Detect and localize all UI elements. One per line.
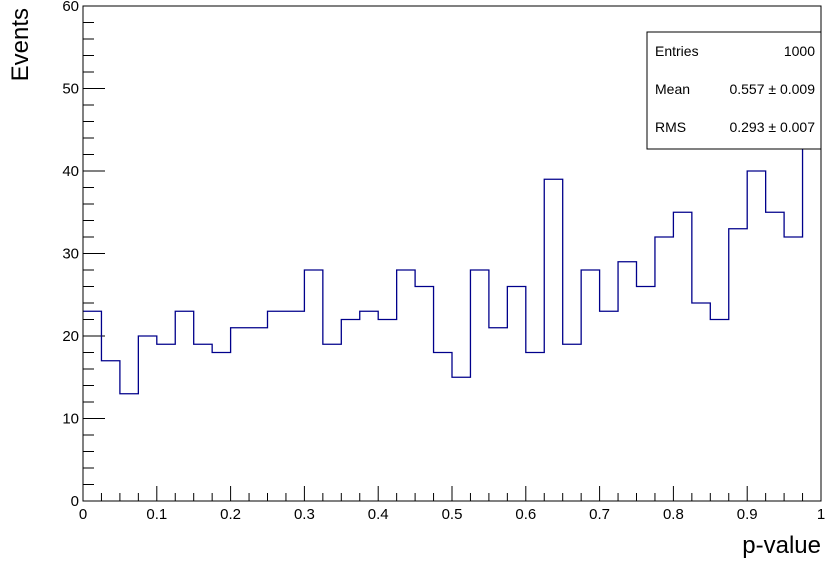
histogram-outline <box>83 96 821 395</box>
x-tick-label: 0.4 <box>368 506 389 523</box>
stats-value: 0.293 ± 0.007 <box>729 119 815 135</box>
stats-label: RMS <box>655 119 686 135</box>
x-tick-label: 0.2 <box>220 506 241 523</box>
x-tick-label: 0.1 <box>146 506 167 523</box>
x-axis-title: p-value <box>742 532 821 559</box>
stats-box-frame <box>646 31 822 150</box>
stats-value: 0.557 ± 0.009 <box>729 81 815 97</box>
x-tick-label: 0.9 <box>737 506 758 523</box>
x-tick-labels: 0 0.1 0.2 0.3 0.4 0.5 0.6 0.7 0.8 0.9 1 <box>79 506 825 523</box>
axis-ticks <box>82 5 822 502</box>
y-tick-label: 10 <box>62 411 79 428</box>
y-tick-label: 50 <box>62 81 79 98</box>
x-tick-label: 0 <box>79 506 87 523</box>
x-tick-label: 0.6 <box>515 506 536 523</box>
x-tick-label: 0.3 <box>294 506 315 523</box>
stats-label: Entries <box>655 43 699 59</box>
y-tick-label: 40 <box>62 163 79 180</box>
y-axis-title: Events <box>7 8 34 81</box>
y-tick-label: 0 <box>71 493 79 510</box>
y-tick-label: 60 <box>62 0 79 15</box>
stats-value: 1000 <box>784 43 815 59</box>
y-tick-label: 30 <box>62 246 79 263</box>
x-tick-label: 0.8 <box>663 506 684 523</box>
x-tick-label: 0.7 <box>589 506 610 523</box>
y-tick-label: 20 <box>62 328 79 345</box>
plot-frame <box>82 5 822 502</box>
stats-box: Entries 1000 Mean 0.557 ± 0.009 RMS 0.293 ± 0… <box>646 31 822 150</box>
x-tick-label: 1 <box>817 506 825 523</box>
stats-label: Mean <box>655 81 690 97</box>
y-tick-labels: 0 10 20 30 40 50 60 <box>62 0 79 510</box>
x-tick-label: 0.5 <box>442 506 463 523</box>
